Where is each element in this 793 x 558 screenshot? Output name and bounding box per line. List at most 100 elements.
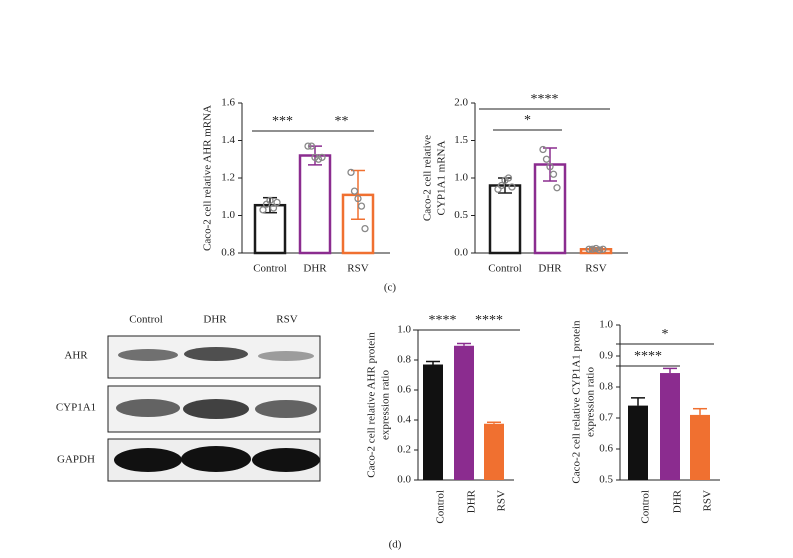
data-point: [361, 224, 369, 233]
data-point: [357, 202, 366, 210]
significance-label: ****: [475, 313, 503, 328]
y-tick-label: 0.0: [397, 474, 411, 486]
x-tick-label: DHR: [538, 263, 562, 275]
data-point: [588, 245, 597, 253]
x-tick-label: Control: [435, 490, 447, 524]
x-tick-label: Control: [253, 263, 287, 275]
y-tick-label: 2.0: [454, 97, 468, 109]
bar: [660, 373, 680, 480]
data-point: [553, 184, 561, 192]
data-point: [595, 246, 604, 254]
western-blot: Control DHR RSV AHR CYP1A1 GAPDH: [56, 314, 321, 482]
y-tick-label: 1.0: [221, 209, 235, 221]
data-point: [350, 187, 359, 195]
x-tick-label: RSV: [702, 490, 714, 511]
y-tick-label: 1.2: [221, 172, 235, 184]
x-tick-label: Control: [488, 263, 522, 275]
bar: [454, 345, 474, 480]
y-tick-label: 1.4: [221, 134, 235, 146]
data-point: [549, 170, 558, 178]
data-point: [266, 196, 274, 205]
blot-row-label: CYP1A1: [56, 402, 96, 414]
y-axis-label: expression ratio: [380, 370, 392, 440]
x-tick-label: RSV: [347, 263, 368, 275]
panel-label: (d): [389, 539, 402, 551]
blot-band: [258, 351, 314, 361]
panel-label: (c): [384, 282, 397, 294]
blot-band: [183, 399, 249, 419]
y-tick-label: 0.5: [454, 209, 468, 221]
y-tick-label: 1.6: [221, 97, 235, 109]
y-tick-label: 0.7: [599, 412, 613, 424]
y-tick-label: 0.6: [599, 443, 613, 455]
data-point: [273, 198, 281, 207]
blot-band: [114, 448, 182, 472]
data-point: [304, 142, 312, 150]
y-tick-label: 0.9: [599, 350, 613, 362]
blot-row-label: GAPDH: [57, 454, 95, 466]
data-point: [314, 155, 323, 163]
blot-column-label: DHR: [203, 314, 227, 326]
significance-label: *: [662, 327, 669, 342]
bar: [423, 364, 443, 480]
data-point: [318, 153, 326, 162]
y-axis-label: Caco-2 cell relative AHR mRNA: [202, 105, 214, 251]
data-point: [504, 174, 513, 182]
y-tick-label: 0.8: [599, 381, 613, 393]
y-tick-label: 0.5: [599, 474, 613, 486]
data-point: [269, 204, 278, 212]
data-point: [546, 163, 554, 171]
significance-label: *: [524, 113, 531, 128]
y-axis-label: Caco-2 cell relative AHR protein: [366, 332, 378, 478]
data-point: [311, 153, 319, 162]
x-tick-label: DHR: [303, 263, 327, 275]
y-tick-label: 0.6: [397, 384, 411, 396]
y-tick-label: 1.0: [454, 172, 468, 184]
bar: [488, 184, 522, 255]
blot-band: [181, 446, 251, 472]
bar: [628, 405, 648, 480]
x-tick-label: RSV: [585, 263, 606, 275]
blot-band: [116, 399, 180, 417]
blot-band: [118, 349, 178, 361]
data-point: [307, 142, 316, 150]
data-point: [542, 155, 551, 163]
blot-band: [184, 347, 248, 361]
y-axis-label: CYP1A1 mRNA: [436, 141, 448, 216]
y-tick-label: 1.5: [454, 134, 468, 146]
x-tick-label: RSV: [496, 490, 508, 511]
blot-band: [255, 400, 317, 418]
significance-label: **: [335, 114, 349, 129]
y-tick-label: 1.0: [599, 319, 613, 331]
data-point: [599, 245, 607, 253]
x-tick-label: DHR: [466, 489, 478, 513]
y-axis-label: Caco-2 cell relative: [422, 135, 434, 221]
x-tick-label: DHR: [672, 489, 684, 513]
significance-label: ****: [531, 92, 559, 107]
data-point: [259, 206, 267, 214]
bar: [298, 154, 332, 255]
x-tick-label: Control: [640, 490, 652, 524]
data-point: [585, 245, 593, 253]
y-tick-label: 0.4: [397, 414, 411, 426]
bar: [690, 414, 710, 480]
y-tick-label: 0.8: [221, 247, 235, 259]
data-point: [497, 181, 506, 190]
data-point: [592, 244, 600, 253]
significance-label: ****: [634, 349, 662, 364]
y-axis-label: expression ratio: [585, 367, 597, 437]
blot-column-label: Control: [129, 314, 163, 326]
data-point: [354, 194, 362, 203]
y-tick-label: 0.2: [397, 444, 411, 456]
blot-column-label: RSV: [276, 314, 297, 326]
blot-band: [252, 448, 320, 472]
y-axis-label: Caco-2 cell relative CYP1A1 protein: [571, 320, 583, 484]
data-point: [347, 168, 355, 177]
significance-label: ***: [272, 114, 293, 129]
y-tick-label: 1.0: [397, 324, 411, 336]
y-tick-label: 0.8: [397, 354, 411, 366]
data-point: [539, 145, 547, 154]
data-point: [508, 183, 516, 191]
blot-row-label: AHR: [64, 350, 88, 362]
